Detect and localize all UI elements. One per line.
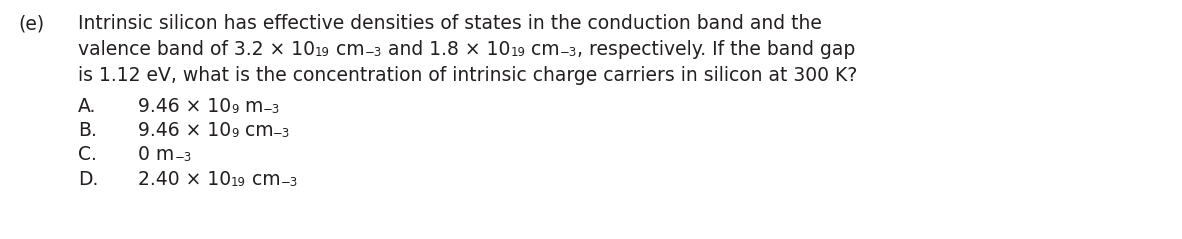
Text: −3: −3 <box>364 46 382 59</box>
Text: −3: −3 <box>281 176 298 189</box>
Text: m: m <box>239 97 264 116</box>
Text: −3: −3 <box>273 127 291 140</box>
Text: , respectively. If the band gap: , respectively. If the band gap <box>577 40 856 59</box>
Text: cm: cm <box>246 170 281 189</box>
Text: 19: 19 <box>232 176 246 189</box>
Text: −3: −3 <box>264 103 280 116</box>
Text: 9: 9 <box>232 103 239 116</box>
Text: −3: −3 <box>560 46 577 59</box>
Text: and 1.8 × 10: and 1.8 × 10 <box>382 40 511 59</box>
Text: is 1.12 eV, what is the concentration of intrinsic charge carriers in silicon at: is 1.12 eV, what is the concentration of… <box>78 66 857 85</box>
Text: (e): (e) <box>18 14 44 33</box>
Text: 9.46 × 10: 9.46 × 10 <box>138 97 232 116</box>
Text: 0 m: 0 m <box>138 145 174 164</box>
Text: 19: 19 <box>314 46 330 59</box>
Text: Intrinsic silicon has effective densities of states in the conduction band and t: Intrinsic silicon has effective densitie… <box>78 14 821 33</box>
Text: 9.46 × 10: 9.46 × 10 <box>138 121 232 140</box>
Text: cm: cm <box>330 40 364 59</box>
Text: cm: cm <box>239 121 273 140</box>
Text: 2.40 × 10: 2.40 × 10 <box>138 170 232 189</box>
Text: B.: B. <box>78 121 97 140</box>
Text: valence band of 3.2 × 10: valence band of 3.2 × 10 <box>78 40 314 59</box>
Text: cm: cm <box>525 40 560 59</box>
Text: 19: 19 <box>511 46 525 59</box>
Text: A.: A. <box>78 97 97 116</box>
Text: 9: 9 <box>232 127 239 140</box>
Text: D.: D. <box>78 170 98 189</box>
Text: −3: −3 <box>174 151 191 164</box>
Text: C.: C. <box>78 145 97 164</box>
